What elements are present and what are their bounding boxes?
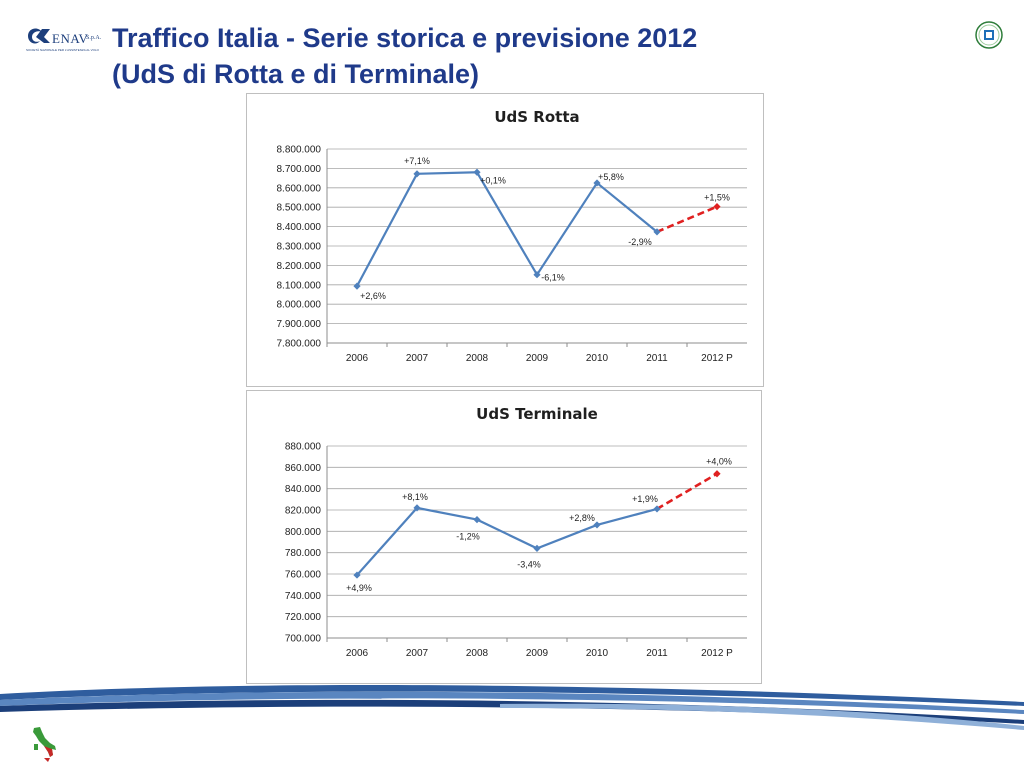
data-label: +2,8% [569, 513, 595, 523]
data-label: +4,9% [346, 583, 372, 593]
chart-uds-rotta-svg: UdS Rotta 7.800.000 7.900.000 8.000.000 8.10… [277, 108, 747, 364]
data-label: +8,1% [402, 492, 428, 502]
data-point-marker [593, 179, 601, 187]
data-point-marker [353, 571, 361, 579]
data-label: +7,1% [404, 156, 430, 166]
y-tick-label: 8.700.000 [277, 164, 322, 175]
y-tick-label: 820.000 [285, 506, 322, 517]
chart-uds-rotta: UdS Rotta 7.800.000 7.900.000 8.000.000 8.10… [246, 93, 764, 387]
x-tick-label: 2009 [526, 648, 549, 659]
chart-title: UdS Terminale [476, 405, 598, 423]
logo-brand: ENAV [52, 31, 89, 46]
x-tick-label: 2011 [646, 648, 668, 659]
logo-suffix: S.p.A. [86, 35, 102, 41]
italy-map-icon [33, 727, 56, 762]
page-title-line1: Traffico Italia - Serie storica e previs… [112, 23, 698, 53]
series-line-historic [356, 506, 658, 576]
y-tick-label: 880.000 [285, 442, 322, 453]
page-title-line2: (UdS di Rotta e di Terminale) [112, 59, 480, 89]
data-point-marker [353, 282, 361, 290]
series-line-forecast [656, 472, 718, 511]
enav-logo-mark-icon [28, 28, 50, 44]
data-point-marker [533, 544, 541, 552]
x-tick-label: 2010 [586, 648, 609, 659]
y-tick-label: 760.000 [285, 570, 322, 581]
certification-badge-icon [975, 21, 1003, 49]
y-tick-label: 7.800.000 [277, 339, 322, 350]
data-label: +0,1% [480, 175, 506, 185]
series-line-forecast [656, 205, 718, 234]
data-label: -2,9% [628, 237, 652, 247]
data-label: +5,8% [598, 172, 624, 182]
y-tick-label: 7.900.000 [277, 319, 322, 330]
data-point-marker [413, 504, 421, 512]
x-tick-label: 2008 [466, 353, 489, 364]
data-point-marker [653, 228, 661, 236]
y-tick-label: 8.500.000 [277, 203, 322, 214]
data-point-marker [713, 203, 721, 211]
data-point-marker [713, 470, 721, 478]
y-tick-label: 8.300.000 [277, 242, 322, 253]
data-label: -1,2% [456, 532, 480, 542]
page-title: Traffico Italia - Serie storica e previs… [112, 20, 872, 92]
x-tick-label: 2011 [646, 353, 668, 364]
x-tick-label: 2006 [346, 648, 369, 659]
y-tick-label: 720.000 [285, 612, 322, 623]
data-point-marker [413, 170, 421, 178]
data-label: +1,9% [632, 494, 658, 504]
y-tick-label: 8.400.000 [277, 222, 322, 233]
data-label: -6,1% [541, 273, 565, 283]
data-label: +4,0% [706, 457, 732, 467]
y-tick-label: 740.000 [285, 591, 322, 602]
x-tick-label: 2012 P [701, 353, 733, 364]
data-label: +2,6% [360, 291, 386, 301]
footer-swoosh-decoration [0, 684, 1024, 730]
enav-logo: ENAV S.p.A. SOCIETÀ NAZIONALE PER L'ASSI… [26, 24, 104, 54]
y-tick-label: 8.200.000 [277, 261, 322, 272]
y-tick-label: 840.000 [285, 484, 322, 495]
data-point-marker [473, 168, 481, 176]
data-point-marker [653, 505, 661, 513]
y-tick-label: 780.000 [285, 548, 322, 559]
chart-title: UdS Rotta [494, 108, 579, 126]
series-line-historic [356, 171, 658, 287]
x-tick-label: 2007 [406, 648, 429, 659]
chart-uds-terminale: UdS Terminale 700.000 720.000 740.000 760.00… [246, 390, 762, 684]
x-tick-label: 2009 [526, 353, 549, 364]
y-tick-label: 700.000 [285, 634, 322, 645]
data-label: +1,5% [704, 193, 730, 203]
x-tick-label: 2006 [346, 353, 369, 364]
data-point-marker [473, 516, 481, 524]
x-tick-label: 2012 P [701, 648, 733, 659]
x-tick-label: 2010 [586, 353, 609, 364]
chart-uds-terminale-svg: UdS Terminale 700.000 720.000 740.000 760.00… [285, 405, 747, 659]
y-tick-label: 800.000 [285, 527, 322, 538]
data-label: -3,4% [517, 559, 541, 569]
y-tick-label: 8.100.000 [277, 280, 322, 291]
y-tick-label: 8.800.000 [277, 145, 322, 156]
x-tick-label: 2008 [466, 648, 489, 659]
x-tick-label: 2007 [406, 353, 429, 364]
y-tick-label: 8.600.000 [277, 183, 322, 194]
logo-tagline: SOCIETÀ NAZIONALE PER L'ASSISTENZA AL VO… [26, 48, 99, 52]
y-tick-label: 8.000.000 [277, 300, 322, 311]
y-tick-label: 860.000 [285, 463, 322, 474]
